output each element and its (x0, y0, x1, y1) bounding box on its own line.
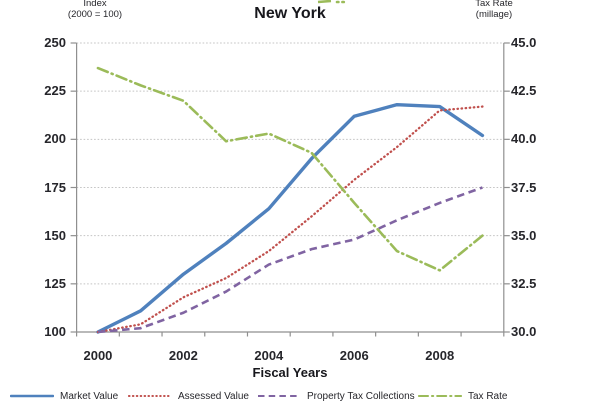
y-right-tick-label: 30.0 (511, 324, 537, 339)
legend-label: Market Value (60, 390, 119, 402)
left-axis-title-line1: Index (83, 0, 107, 9)
x-tick-label: 2006 (339, 348, 369, 363)
series-line-tax-rate (96, 66, 484, 272)
stray-line-fragment (317, 0, 332, 4)
y-left-tick-label: 100 (44, 324, 66, 339)
right-axis-title: Tax Rate (millage) (434, 0, 554, 20)
legend-label: Property Tax Collections (307, 390, 415, 402)
legend-line-sample (418, 394, 462, 398)
legend-item-assessed-value: Assessed Value (128, 389, 249, 403)
legend-item-tax-rate: Tax Rate (418, 389, 507, 403)
y-left-tick-label: 225 (44, 83, 66, 99)
right-axis-title-line2: (millage) (475, 9, 513, 20)
left-axis-title: Index (2000 = 100) (35, 0, 155, 20)
x-tick-label: 2002 (168, 348, 198, 363)
y-left-tick-label: 125 (44, 275, 66, 291)
y-right-tick-label: 32.5 (511, 275, 537, 291)
series-line-market-value (96, 102, 485, 334)
y-right-tick-label: 35.0 (511, 227, 537, 243)
right-axis-title-line1: Tax Rate (475, 0, 513, 9)
y-right-tick-label: 42.5 (511, 83, 537, 99)
legend-label: Assessed Value (178, 390, 249, 402)
series-line-assessed-value (96, 105, 484, 334)
x-tick-label: 2000 (83, 348, 113, 363)
legend-line-sample (128, 394, 172, 398)
y-left-tick-label: 150 (44, 227, 66, 243)
series-line-property-tax-collections (97, 186, 483, 334)
legend-line-sample (258, 394, 300, 398)
left-axis-title-line2: (2000 = 100) (67, 9, 123, 20)
legend-item-property-tax-collections: Property Tax Collections (257, 389, 415, 403)
legend-line-sample (10, 394, 54, 398)
y-left-tick-label: 250 (44, 35, 66, 50)
y-left-tick-label: 200 (44, 131, 66, 147)
x-axis-title: Fiscal Years (252, 365, 328, 380)
y-right-tick-label: 37.5 (511, 179, 537, 195)
chart-title: New York (254, 5, 326, 22)
y-right-tick-label: 40.0 (511, 131, 537, 147)
x-tick-label: 2004 (254, 348, 284, 363)
x-tick-label: 2008 (425, 348, 455, 363)
y-right-tick-label: 45.0 (511, 35, 537, 50)
legend-label: Tax Rate (468, 390, 508, 402)
legend: Market Value Assessed Value Property Tax C… (0, 389, 600, 405)
legend-item-market-value: Market Value (10, 389, 118, 403)
y-left-tick-label: 175 (44, 179, 66, 195)
